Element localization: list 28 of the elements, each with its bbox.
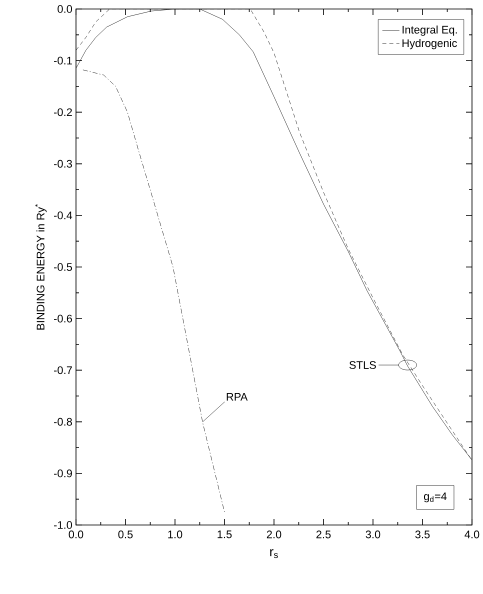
x-tick-label: 0.5 <box>118 530 133 538</box>
y-tick-label: -0.6 <box>54 314 72 322</box>
annotation: RPA <box>226 393 248 401</box>
y-tick-label: -1.0 <box>54 521 72 529</box>
y-tick-label: -0.5 <box>54 263 72 271</box>
y-tick-label: -0.2 <box>54 108 72 116</box>
legend-label: Hydrogenic <box>402 38 457 50</box>
x-tick-label: 2.5 <box>316 530 331 538</box>
x-tick-label: 1.0 <box>168 530 182 538</box>
y-tick-label: 0.0 <box>58 5 72 13</box>
y-tick-label: -0.9 <box>54 470 72 478</box>
annotation: g$_{d}$=4 <box>424 492 447 502</box>
legend-label: Integral Eq. <box>402 26 457 36</box>
line-series <box>82 70 225 512</box>
x-axis-title: r$_{s}$ <box>270 549 278 558</box>
y-tick-label: -0.1 <box>54 56 72 64</box>
x-tick-label: 3.5 <box>415 530 430 538</box>
x-tick-label: 2.0 <box>266 530 282 538</box>
x-tick-label: 0.0 <box>68 530 84 538</box>
x-tick-label: 3.0 <box>366 530 380 538</box>
y-tick-label: -0.4 <box>54 212 72 220</box>
y-tick-label: -0.3 <box>54 160 72 168</box>
y-tick-label: -0.7 <box>54 366 72 374</box>
y-tick-label: -0.8 <box>54 418 72 426</box>
annotation: STLS <box>349 361 376 369</box>
x-tick-label: 4.0 <box>464 530 480 538</box>
x-tick-label: 1.5 <box>218 530 232 538</box>
y-axis-title: BINDING ENERGY in Ry$^{*}$ <box>35 204 47 330</box>
